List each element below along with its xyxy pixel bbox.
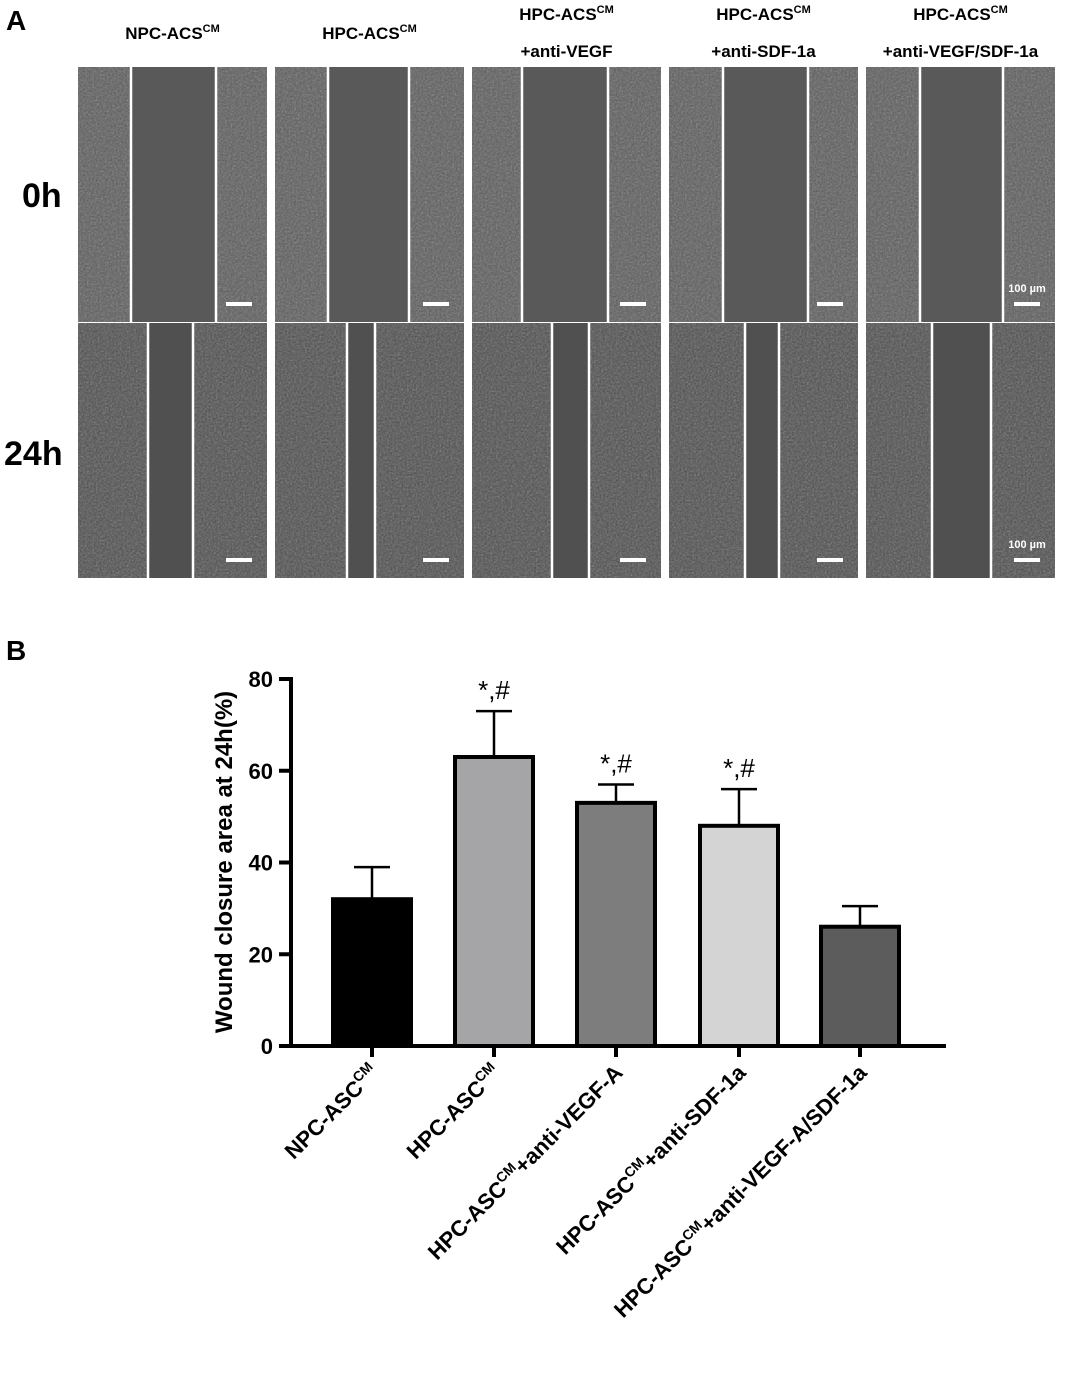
column-header-text: HPC-ACS xyxy=(322,24,399,43)
column-header-2: HPC-ACSCM xyxy=(322,23,417,43)
column-header-4: HPC-ACSCM xyxy=(716,4,811,24)
column-header-4-line2: +anti-SDF-1a xyxy=(711,42,816,61)
scale-bar-label: 100 µm xyxy=(1008,539,1046,551)
bars: *,# *,# *,# xyxy=(331,675,901,1057)
column-header-superscript: CM xyxy=(794,4,811,16)
wound-gap xyxy=(131,67,216,322)
column-header-1: NPC-ACSCM xyxy=(125,23,220,43)
column-header-text: HPC-ACS xyxy=(913,5,990,24)
bar xyxy=(331,897,413,1049)
significance-annotation: *,# xyxy=(600,749,632,779)
row-label-24h: 24h xyxy=(4,435,63,473)
x-tick-label-5: HPC-ASCCM+anti-VEGF-A/SDF-1a xyxy=(608,1058,873,1323)
scale-bar-label: 100 µm xyxy=(1008,283,1046,295)
bar xyxy=(698,823,780,1048)
x-tick-label-suffix: +anti-SDF-1a xyxy=(637,1059,751,1173)
micrograph-grid: 100 µm 100 µm xyxy=(78,67,1055,578)
y-tick-label: 60 xyxy=(249,759,273,784)
y-tick-label: 20 xyxy=(249,942,273,967)
bar xyxy=(819,924,901,1048)
x-tick-label-base: HPC-ASC xyxy=(423,1176,512,1265)
bar-group-1 xyxy=(331,865,413,1057)
bar xyxy=(453,754,535,1048)
y-tick-label: 0 xyxy=(261,1034,273,1059)
wound-gap xyxy=(148,323,193,578)
row-label-0h: 0h xyxy=(22,177,62,215)
panel-a-micrographs: A NPC-ACSCM HPC-ACSCMHPC-ACSCM+anti-VEGFH… xyxy=(4,4,1055,578)
bar-group-2: *,# xyxy=(453,675,535,1057)
column-header-superscript: CM xyxy=(597,4,614,16)
column-header-superscript: CM xyxy=(400,23,417,35)
x-tick-label-1: NPC-ASCCM xyxy=(278,1058,383,1163)
x-tick-label-base: NPC-ASC xyxy=(280,1075,369,1164)
scale-bar xyxy=(423,558,449,562)
panel-b-label: B xyxy=(6,635,26,666)
bar-group-5 xyxy=(819,904,901,1057)
wound-gap xyxy=(328,67,409,322)
row-labels: 0h 24h xyxy=(4,177,63,473)
column-headers: NPC-ACSCM HPC-ACSCMHPC-ACSCM+anti-VEGFHPC… xyxy=(125,4,1039,61)
scale-bar xyxy=(817,302,843,306)
micrograph-0h-col3 xyxy=(472,67,661,322)
column-header-5: HPC-ACSCM xyxy=(913,4,1008,24)
y-axis-label: Wound closure area at 24h(%) xyxy=(211,691,238,1033)
column-header-text: HPC-ACS xyxy=(716,5,793,24)
wound-gap xyxy=(347,323,375,578)
significance-annotation: *,# xyxy=(723,753,755,783)
x-tick-label-base: HPC-ASC xyxy=(609,1234,698,1323)
x-tick-label-2: HPC-ASCCM xyxy=(400,1058,505,1163)
scale-bar xyxy=(226,558,252,562)
wound-gap xyxy=(552,323,589,578)
x-tick-label-suffix: +anti-VEGF-A xyxy=(509,1060,627,1178)
scale-bar xyxy=(620,558,646,562)
scale-bar xyxy=(817,558,843,562)
micrograph-0h-col4 xyxy=(669,67,858,322)
panel-b-bar-chart: B Wound closure area at 24h(%) 0 20 40 60 80… xyxy=(6,635,946,1322)
column-header-5-line2: +anti-VEGF/SDF-1a xyxy=(883,42,1039,61)
micrograph-24h-col3 xyxy=(472,323,661,578)
scale-bar xyxy=(1014,558,1040,562)
micrograph-24h-col2 xyxy=(275,323,464,578)
x-tick-label-4: HPC-ASCCM+anti-SDF-1a xyxy=(550,1058,751,1259)
column-header-3: HPC-ACSCM xyxy=(519,4,614,24)
x-axis-tick-labels: NPC-ASCCMHPC-ASCCMHPC-ASCCM+anti-VEGF-AH… xyxy=(278,1058,873,1323)
micrograph-24h-col1 xyxy=(78,323,267,578)
micrograph-24h-col4 xyxy=(669,323,858,578)
micrograph-0h-col2 xyxy=(275,67,464,322)
column-header-superscript: CM xyxy=(991,4,1008,16)
bar-group-4: *,# xyxy=(698,753,780,1057)
micrograph-0h-col1 xyxy=(78,67,267,322)
x-tick-label-base: HPC-ASC xyxy=(551,1171,640,1260)
y-tick-label: 80 xyxy=(249,667,273,692)
micrograph-24h-col5: 100 µm xyxy=(866,323,1055,578)
significance-annotation: *,# xyxy=(478,675,510,705)
bar xyxy=(575,800,657,1048)
x-tick-label-base: HPC-ASC xyxy=(402,1075,491,1164)
scale-bar xyxy=(226,302,252,306)
wound-gap xyxy=(920,67,1003,322)
micrograph-0h-col5: 100 µm xyxy=(866,67,1055,322)
bar-group-3: *,# xyxy=(575,749,657,1057)
scale-bar xyxy=(620,302,646,306)
scale-bar xyxy=(423,302,449,306)
column-header-superscript: CM xyxy=(203,23,220,35)
x-tick-label-3: HPC-ASCCM+anti-VEGF-A xyxy=(421,1058,627,1264)
column-header-text: NPC-ACS xyxy=(125,24,202,43)
wound-gap xyxy=(932,323,991,578)
wound-gap xyxy=(522,67,608,322)
wound-gap xyxy=(723,67,808,322)
panel-a-label: A xyxy=(6,5,26,36)
column-header-text: HPC-ACS xyxy=(519,5,596,24)
column-header-3-line2: +anti-VEGF xyxy=(520,42,612,61)
scale-bar xyxy=(1014,302,1040,306)
wound-gap xyxy=(745,323,779,578)
y-tick-label: 40 xyxy=(249,851,273,876)
